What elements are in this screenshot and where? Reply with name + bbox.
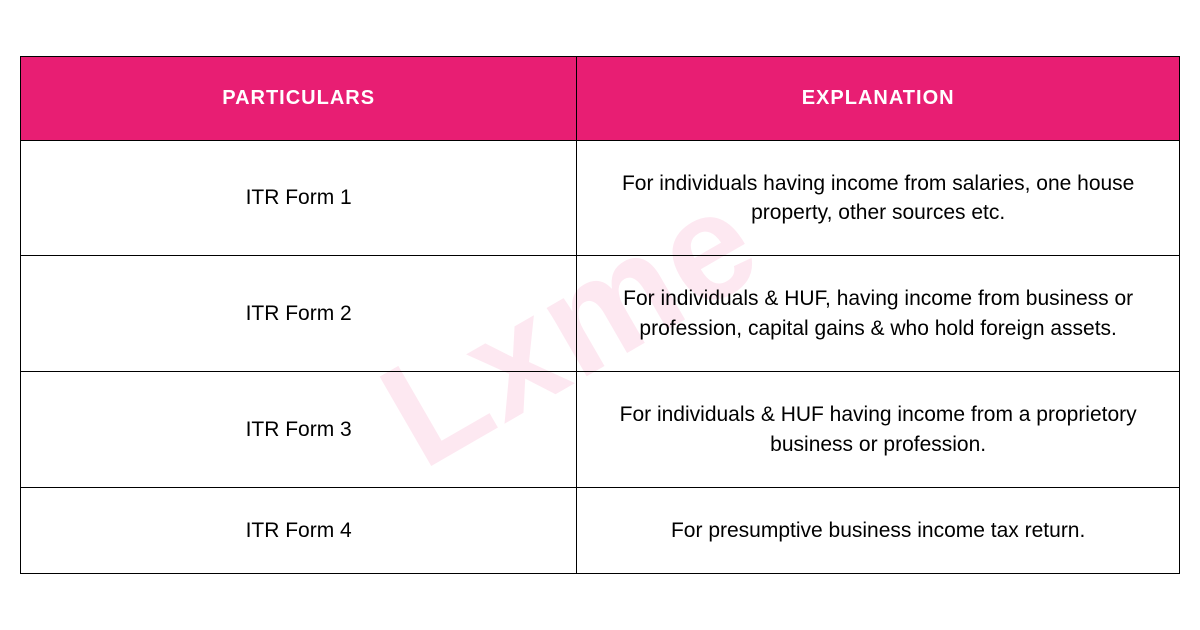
cell-explanation: For individuals & HUF, having income fro… [577, 256, 1180, 372]
cell-explanation: For presumptive business income tax retu… [577, 487, 1180, 573]
table-row: ITR Form 2 For individuals & HUF, having… [21, 256, 1180, 372]
table-header-row: PARTICULARS EXPLANATION [21, 56, 1180, 140]
cell-particulars: ITR Form 3 [21, 372, 577, 488]
cell-particulars: ITR Form 1 [21, 140, 577, 256]
table-row: ITR Form 4 For presumptive business inco… [21, 487, 1180, 573]
table-row: ITR Form 3 For individuals & HUF having … [21, 372, 1180, 488]
itr-table: PARTICULARS EXPLANATION ITR Form 1 For i… [20, 56, 1180, 575]
table-row: ITR Form 1 For individuals having income… [21, 140, 1180, 256]
cell-particulars: ITR Form 2 [21, 256, 577, 372]
header-explanation: EXPLANATION [577, 56, 1180, 140]
header-particulars: PARTICULARS [21, 56, 577, 140]
cell-particulars: ITR Form 4 [21, 487, 577, 573]
cell-explanation: For individuals having income from salar… [577, 140, 1180, 256]
table-container: PARTICULARS EXPLANATION ITR Form 1 For i… [20, 56, 1180, 575]
cell-explanation: For individuals & HUF having income from… [577, 372, 1180, 488]
